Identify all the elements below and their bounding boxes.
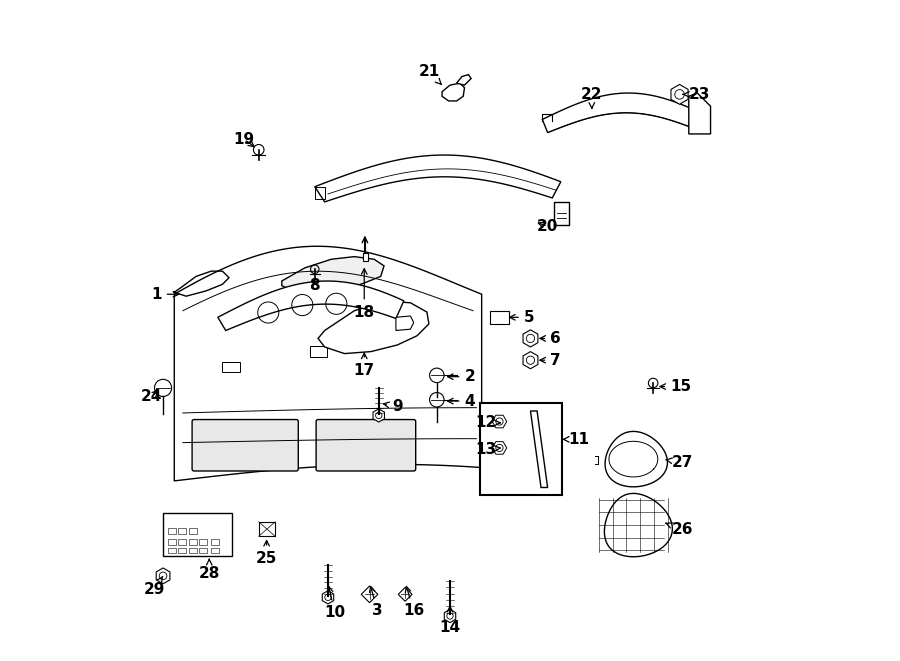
Text: 25: 25 [256,541,277,566]
Text: 19: 19 [234,132,255,147]
FancyBboxPatch shape [192,420,298,471]
Polygon shape [175,247,482,481]
Polygon shape [605,432,668,486]
Bar [178,539,186,545]
Polygon shape [373,409,384,422]
Text: 4: 4 [447,393,475,408]
Polygon shape [258,522,275,536]
Polygon shape [322,591,334,604]
Text: 2: 2 [447,369,475,384]
Text: 29: 29 [144,576,166,597]
Polygon shape [318,301,429,354]
Polygon shape [688,93,710,134]
Bar [199,539,207,545]
Text: 3: 3 [370,586,382,618]
Text: 10: 10 [324,586,345,620]
Bar [212,539,219,545]
Text: 28: 28 [199,559,220,581]
Text: 7: 7 [540,353,561,368]
Bar [168,539,176,545]
Text: 1: 1 [151,287,179,301]
Polygon shape [398,588,412,602]
Polygon shape [523,352,538,369]
Text: 16: 16 [403,586,424,618]
Bar [212,547,219,553]
Text: 5: 5 [509,310,535,325]
Bar [480,403,562,495]
Text: 11: 11 [562,432,590,447]
Text: 15: 15 [660,379,691,394]
Polygon shape [363,253,367,261]
Bar [168,547,176,553]
Text: 20: 20 [537,219,558,234]
Polygon shape [361,586,378,603]
Text: 22: 22 [581,87,603,108]
Text: 21: 21 [418,64,441,85]
Polygon shape [445,609,455,623]
Polygon shape [543,93,698,133]
Bar [178,527,186,533]
Bar [163,513,232,556]
Text: 27: 27 [666,455,693,470]
Polygon shape [218,281,404,330]
Bar [490,311,509,324]
FancyBboxPatch shape [316,420,416,471]
Bar [178,547,186,553]
Bar [199,547,207,553]
Polygon shape [157,568,170,584]
Bar [190,547,197,553]
Polygon shape [671,85,688,104]
Text: 24: 24 [141,389,163,404]
Text: 26: 26 [666,522,693,537]
Polygon shape [282,256,384,294]
Polygon shape [456,75,471,85]
Text: 9: 9 [383,399,402,414]
Text: 13: 13 [476,442,500,457]
Polygon shape [530,411,547,487]
Polygon shape [492,442,507,454]
Polygon shape [396,316,414,330]
Bar [168,527,176,533]
Text: 23: 23 [683,87,710,102]
Polygon shape [315,155,561,202]
Text: 17: 17 [354,353,374,377]
Text: 18: 18 [354,269,374,319]
Polygon shape [605,493,672,557]
Text: 14: 14 [439,606,461,635]
Text: 12: 12 [476,415,500,430]
Text: 6: 6 [540,331,561,346]
Bar [310,346,327,357]
Polygon shape [523,330,538,347]
Bar [222,362,239,372]
Polygon shape [492,415,507,428]
Bar [190,539,197,545]
Bar [190,527,197,533]
Polygon shape [442,83,464,101]
Text: 8: 8 [310,278,320,293]
